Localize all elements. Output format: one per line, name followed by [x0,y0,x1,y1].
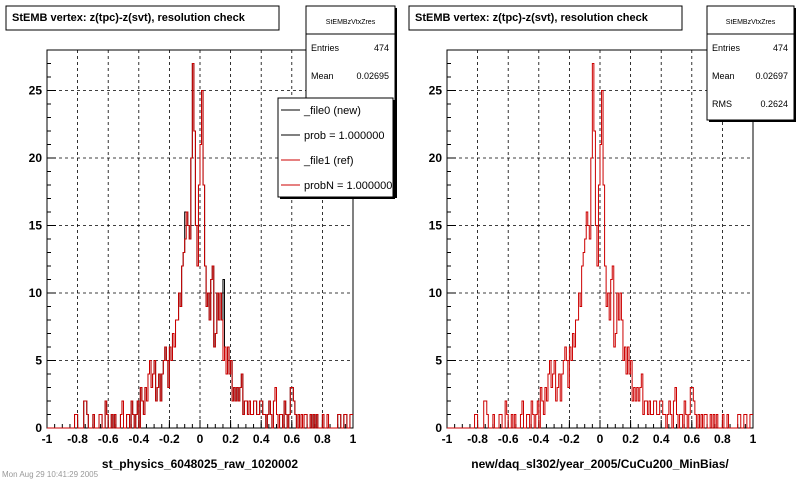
x-tick-label: -0.6 [98,432,119,446]
y-tick-label: 0 [435,421,442,435]
x-tick-label: 1 [350,432,357,446]
x-tick-label: 0 [597,432,604,446]
stats-value: 0.02695 [356,71,389,81]
x-tick-label: -0.8 [67,432,88,446]
x-tick-label: -0.2 [559,432,580,446]
y-tick-label: 15 [429,219,443,233]
stats-value: 0.02697 [755,71,788,81]
y-tick-label: 5 [35,354,42,368]
y-tick-label: 0 [35,421,42,435]
stats-label: Entries [712,43,741,53]
stats-box [706,5,795,121]
x-tick-label: -1 [442,432,453,446]
x-tick-label: -0.8 [467,432,488,446]
y-tick-label: 20 [429,151,443,165]
chart-title: StEMB vertex: z(tpc)-z(svt), resolution … [415,12,649,24]
x-tick-label: 0.8 [714,432,731,446]
x-tick-label: -0.2 [159,432,180,446]
legend-entry: _file1 (ref) [303,155,354,167]
x-tick-label: -0.4 [128,432,149,446]
stats-histogram-name: StEMBzVtxZres [326,19,376,26]
x-axis-label: new/daq_sl302/year_2005/CuCu200_MinBias/ [471,457,729,471]
x-tick-label: 0 [197,432,204,446]
legend-entries: _file0 (new) prob = 1.000000 _file1 (ref) p… [281,105,392,192]
x-tick-label: 0.2 [622,432,639,446]
title-box [408,5,683,31]
y-tick-label: 5 [435,354,442,368]
y-tick-label: 25 [29,84,43,98]
y-tick-label: 15 [29,219,43,233]
stats-label: Entries [311,43,340,53]
stats-value: 0.2624 [760,99,788,109]
title-box [5,5,280,31]
chart-title: StEMB vertex: z(tpc)-z(svt), resolution … [12,12,246,24]
x-tick-label: 0.8 [314,432,331,446]
legend-entry: prob = 1.000000 [304,130,384,142]
timestamp-footer: Mon Aug 29 10:41:29 2005 [2,470,99,479]
stats-value: 474 [773,43,788,53]
stats-histogram-name: StEMBzVtxZres [726,19,776,26]
x-tick-label: 0.4 [653,432,670,446]
stats-label: RMS [712,99,732,109]
x-tick-label: 1 [750,432,757,446]
x-tick-label: 0.4 [253,432,270,446]
x-tick-label: 0.2 [222,432,239,446]
y-tick-label: 10 [429,286,443,300]
y-tick-label: 25 [429,84,443,98]
stats-label: Mean [712,71,735,81]
y-tick-label: 10 [29,286,43,300]
legend-entry: probN = 1.000000 [304,180,392,192]
stats-label: Mean [311,71,334,81]
x-tick-label: -1 [42,432,53,446]
histogram-ref-series [447,63,753,429]
legend-box [277,97,394,198]
legend-entry: _file0 (new) [303,105,361,117]
x-tick-label: -0.6 [498,432,519,446]
left-histogram-panel: -1 -0.8 -0.6 -0.4 -0.2 0 0.2 0.4 0.6 0.8 105101520… [5,5,397,471]
x-axis-label: st_physics_6048025_raw_1020002 [102,457,298,471]
histogram-ref-series [47,63,353,429]
x-tick-label: -0.4 [528,432,549,446]
x-tick-label: 0.6 [683,432,700,446]
stats-value: 474 [374,43,389,53]
right-histogram-panel: -1 -0.8 -0.6 -0.4 -0.2 0 0.2 0.4 0.6 0.8 105101520… [408,5,796,471]
x-tick-label: 0.6 [283,432,300,446]
y-tick-label: 20 [29,151,43,165]
